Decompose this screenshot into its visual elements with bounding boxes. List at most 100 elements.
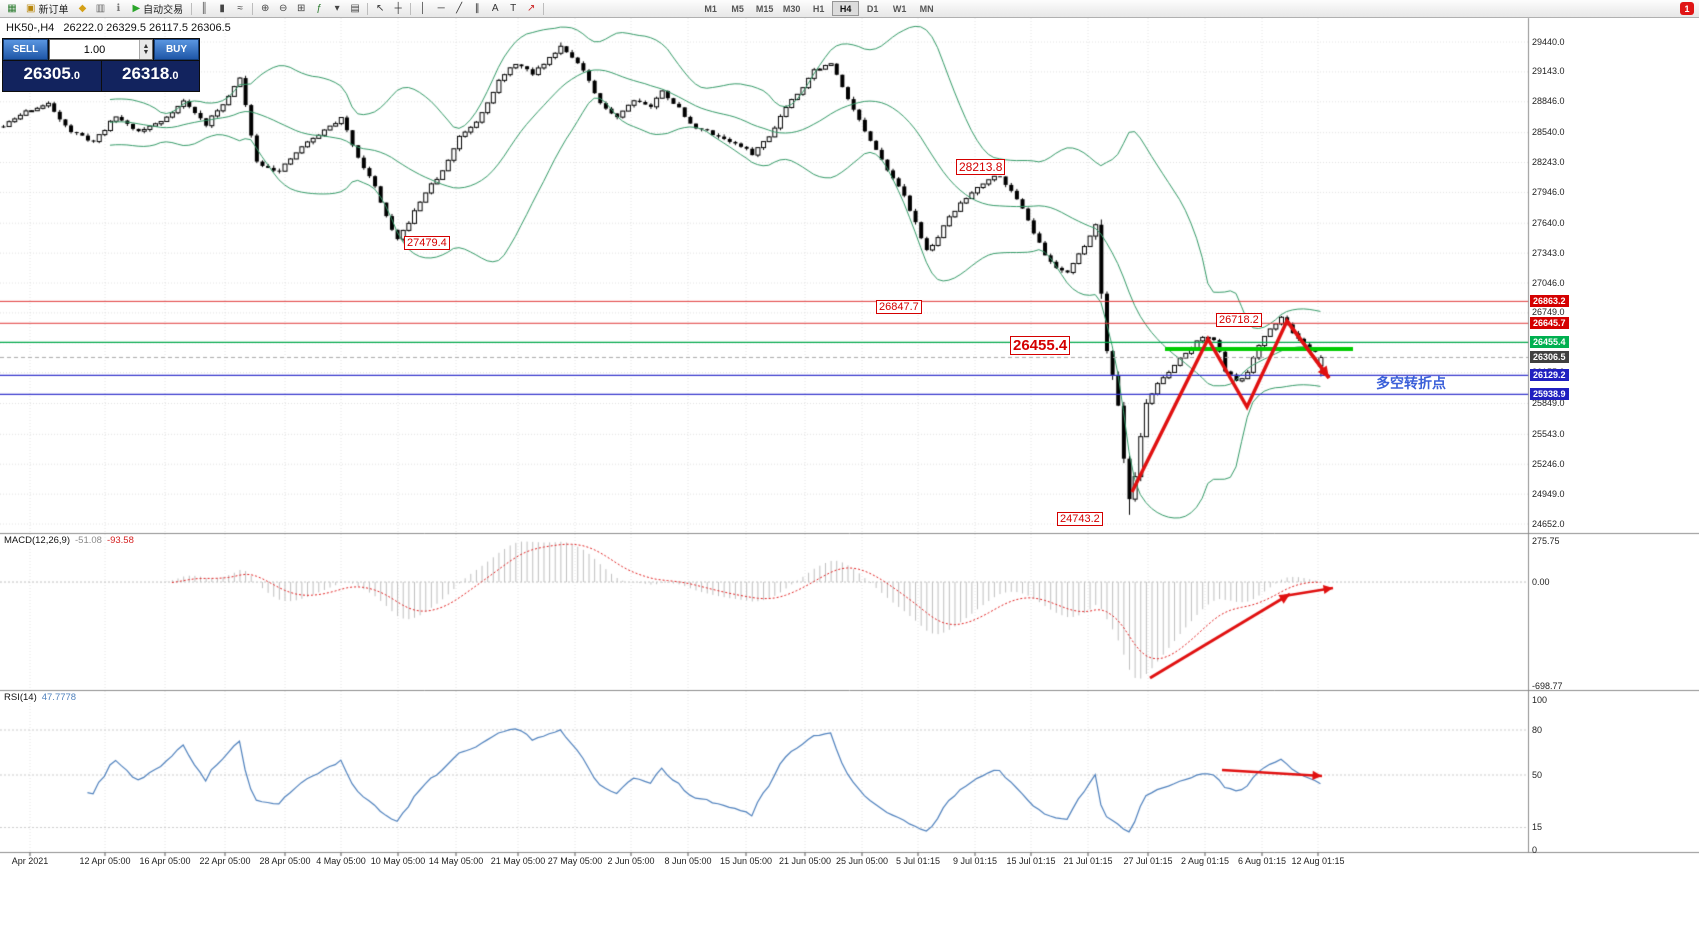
time-axis-label: 22 Apr 05:00 — [199, 856, 251, 866]
price-annotation[interactable]: 26718.2 — [1216, 313, 1262, 327]
volume-value[interactable]: 1.00 — [83, 43, 106, 56]
pivot-annotation[interactable]: 多空转折点 — [1376, 375, 1446, 391]
timeframe-m15[interactable]: M15 — [755, 3, 774, 14]
price-annotation[interactable]: 27479.4 — [404, 236, 450, 250]
buy-price[interactable]: 26318.0 — [101, 61, 199, 91]
time-axis-label: 15 Jun 05:00 — [719, 856, 773, 866]
bar-chart-icon[interactable]: ║ — [195, 1, 213, 17]
autotrading-button[interactable]: ▶ 自动交易 — [127, 1, 188, 17]
indicators-icon[interactable]: ƒ — [310, 1, 328, 17]
zoom-in-icon[interactable]: ⊕ — [256, 1, 274, 17]
timeframe-m1[interactable]: M1 — [704, 3, 717, 14]
text-icon[interactable]: A — [486, 1, 504, 17]
timeframe-m30[interactable]: M30 — [782, 3, 801, 14]
vertical-line-icon[interactable]: │ — [414, 1, 432, 17]
zoom-out-icon[interactable]: ⊖ — [274, 1, 292, 17]
timeframe-mn[interactable]: MN — [919, 3, 934, 14]
market-watch-icon[interactable]: ▥ — [91, 1, 109, 17]
navigator-icon[interactable]: ◆ — [73, 1, 91, 17]
macd-signal-value: -93.58 — [106, 535, 134, 546]
arrow-object-icon: ↗ — [526, 3, 536, 14]
macd-axis-label: 0.00 — [1532, 576, 1550, 587]
price-tag: 26306.5 — [1530, 351, 1569, 364]
horizontal-line-icon[interactable]: ─ — [432, 1, 450, 17]
time-axis-label: 21 Jul 01:15 — [1063, 856, 1113, 866]
time-axis-label: 5 Jul 01:15 — [895, 856, 941, 866]
notification-badge: 1 — [1680, 2, 1694, 15]
new-chart-icon: ▦ — [7, 3, 17, 14]
macd-name: MACD(12,26,9) — [4, 535, 70, 546]
price-axis-label: 29143.0 — [1532, 66, 1565, 77]
macd-indicator-label: MACD(12,26,9) -51.08 -93.58 — [4, 535, 134, 546]
new-chart-icon[interactable]: ▦ — [3, 1, 21, 17]
rsi-axis-label: 50 — [1532, 769, 1543, 780]
timeframe-h1[interactable]: H1 — [812, 3, 825, 14]
navigator-icon: ◆ — [78, 3, 87, 14]
channel-icon[interactable]: ∥ — [468, 1, 486, 17]
volume-up-icon[interactable]: ▲ — [142, 42, 150, 50]
price-axis-label: 29440.0 — [1532, 36, 1565, 47]
templates-icon[interactable]: ▤ — [346, 1, 364, 17]
toolbar-buttons: ▦ ▣ 新订单 ◆ ▥ ℹ ▶ 自动交易 ║ ▮ ≈ ⊕ ⊖ ⊞ ƒ ▾ ▤ ↖ ┼ │ ─ ╱ ∥ A T ↗ — [3, 1, 547, 17]
new-order-button: ▣ — [26, 3, 36, 14]
crosshair-icon: ┼ — [394, 3, 402, 14]
new-order-button[interactable]: ▣ 新订单 — [21, 1, 73, 17]
macd-value: -51.08 — [75, 535, 102, 546]
line-chart-icon: ≈ — [237, 3, 243, 14]
macd-axis-label: -698.77 — [1532, 680, 1563, 691]
price-annotation[interactable]: 24743.2 — [1057, 512, 1103, 526]
price-annotation[interactable]: 28213.8 — [956, 159, 1006, 175]
line-chart-icon[interactable]: ≈ — [231, 1, 249, 17]
macd-axis-label: 275.75 — [1532, 535, 1560, 546]
price-axis-label: 27946.0 — [1532, 186, 1565, 197]
timeframe-w1[interactable]: W1 — [892, 3, 907, 14]
price-axis-label: 25246.0 — [1532, 458, 1565, 469]
cursor-icon[interactable]: ↖ — [371, 1, 389, 17]
templates-icon: ▤ — [350, 3, 360, 14]
price-axis-label: 27343.0 — [1532, 247, 1565, 258]
price-tag: 26455.4 — [1530, 336, 1569, 349]
time-axis-label: 4 May 05:00 — [316, 856, 366, 866]
market-watch-icon: ▥ — [95, 3, 106, 14]
rsi-axis-label: 15 — [1532, 822, 1543, 832]
price-tag: 26863.2 — [1530, 295, 1569, 308]
text-label-icon: T — [510, 3, 517, 14]
sell-button[interactable]: SELL — [3, 39, 48, 60]
text-label-icon[interactable]: T — [504, 1, 522, 17]
candlestick-chart-icon[interactable]: ▮ — [213, 1, 231, 17]
timeframe-m5[interactable]: M5 — [731, 3, 744, 14]
rsi-axis-label: 80 — [1532, 724, 1543, 735]
arrow-object-icon[interactable]: ↗ — [522, 1, 540, 17]
time-axis-label: 12 Aug 01:15 — [1291, 856, 1345, 866]
periods-icon[interactable]: ▾ — [328, 1, 346, 17]
periods-icon: ▾ — [334, 3, 340, 14]
zoom-in-icon: ⊕ — [260, 3, 270, 14]
cursor-icon: ↖ — [375, 3, 385, 14]
new-order-button-label: 新订单 — [38, 5, 69, 16]
time-axis-label: 10 May 05:00 — [370, 856, 426, 866]
one-click-trading-panel: SELL 1.00 ▲ ▼ BUY 26305.0 26318.0 — [2, 38, 200, 92]
price-annotation[interactable]: 26847.7 — [876, 300, 922, 314]
volume-field[interactable]: 1.00 ▲ ▼ — [49, 39, 153, 60]
symbol-period-label: HK50-,H4 — [6, 22, 55, 34]
volume-down-icon[interactable]: ▼ — [142, 48, 150, 56]
price-annotation[interactable]: 26455.4 — [1010, 336, 1071, 355]
timeframe-h4[interactable]: H4 — [832, 1, 860, 16]
indicators-icon: ƒ — [316, 3, 322, 14]
time-axis-label: 14 May 05:00 — [428, 856, 484, 866]
tile-windows-icon[interactable]: ⊞ — [292, 1, 310, 17]
data-window-icon[interactable]: ℹ — [109, 1, 127, 17]
toolbar-separator — [191, 2, 193, 15]
ohlc-values: 26222.0 26329.5 26117.5 26306.5 — [63, 22, 231, 34]
rsi-name: RSI(14) — [4, 692, 37, 703]
timeframe-d1[interactable]: D1 — [866, 3, 879, 14]
crosshair-icon[interactable]: ┼ — [389, 1, 407, 17]
chart-header: HK50-,H4 26222.0 26329.5 26117.5 26306.5 — [6, 22, 231, 34]
rsi-axis-label: 100 — [1532, 694, 1548, 705]
sell-price[interactable]: 26305.0 — [3, 61, 101, 91]
tile-windows-icon: ⊞ — [296, 3, 306, 14]
trendline-icon[interactable]: ╱ — [450, 1, 468, 17]
volume-spinner[interactable]: ▲ ▼ — [139, 40, 152, 59]
buy-button[interactable]: BUY — [154, 39, 199, 60]
